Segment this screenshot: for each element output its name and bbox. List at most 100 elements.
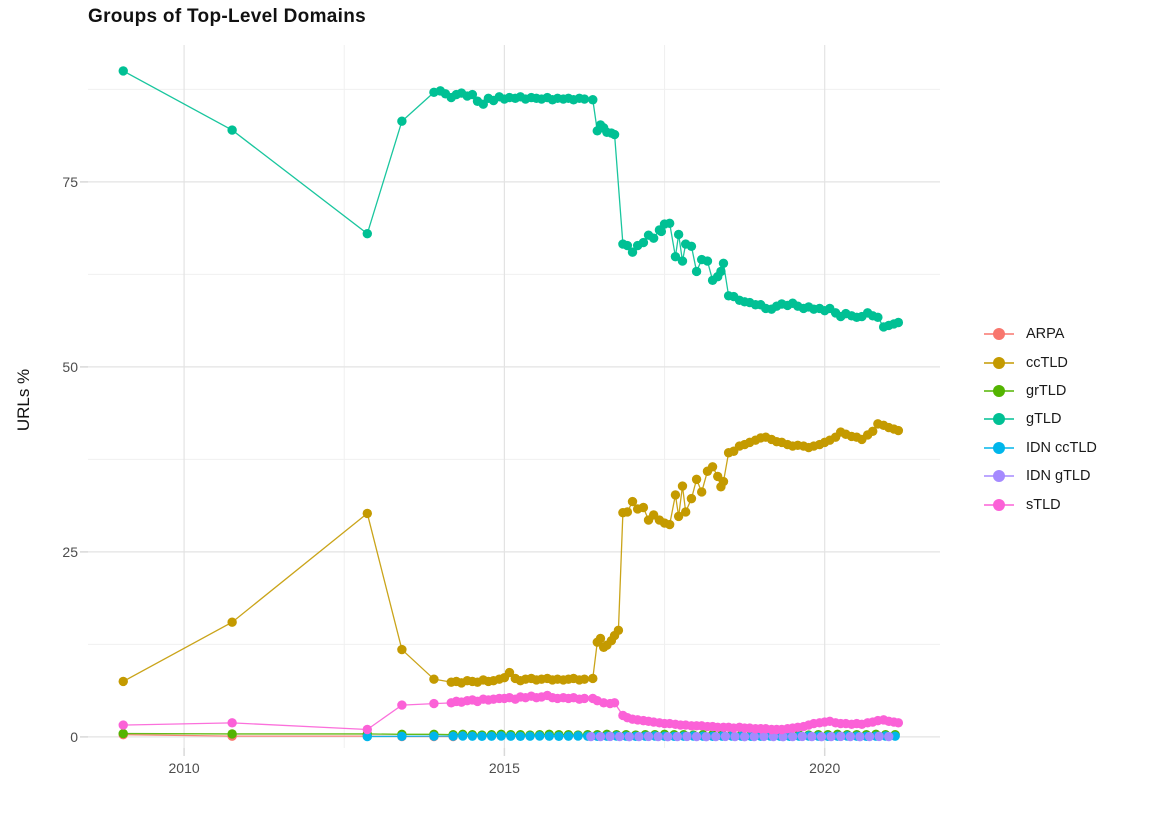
legend-item-cctld: ccTLD	[984, 348, 1097, 376]
data-point	[486, 731, 497, 741]
data-point	[691, 266, 702, 277]
legend-key-icon	[984, 328, 1014, 341]
legend-key-icon	[984, 356, 1014, 369]
y-tick-label: 0	[70, 728, 78, 745]
data-point	[718, 258, 729, 268]
data-point	[554, 731, 564, 742]
legend-item-stld: sTLD	[984, 490, 1097, 518]
data-point	[691, 731, 702, 742]
data-point	[686, 493, 697, 504]
data-point	[663, 731, 673, 742]
legend-label: ccTLD	[1026, 354, 1068, 371]
data-point	[749, 731, 759, 742]
data-point	[579, 693, 590, 704]
data-point	[467, 89, 478, 100]
legend-item-idn-gtld: IDN gTLD	[984, 462, 1097, 490]
data-point	[664, 218, 675, 229]
data-point	[673, 229, 684, 240]
data-point	[429, 698, 439, 709]
data-point	[397, 116, 407, 126]
data-point	[429, 731, 439, 741]
data-point	[614, 731, 625, 742]
data-point	[673, 511, 684, 522]
y-axis-title: URLs %	[14, 368, 33, 432]
data-point	[504, 667, 515, 678]
data-point	[893, 317, 904, 328]
y-tick-label: 50	[62, 358, 78, 375]
data-point	[605, 731, 615, 742]
series-points-gtld	[118, 66, 904, 332]
data-point	[816, 731, 827, 742]
series-line-gtld	[122, 70, 899, 328]
data-point	[515, 731, 526, 742]
data-point	[227, 729, 237, 739]
data-point	[588, 95, 598, 105]
data-point	[677, 256, 688, 266]
data-point	[670, 251, 681, 262]
data-point	[873, 312, 883, 323]
data-point	[716, 266, 726, 277]
x-tick-label: 2010	[168, 760, 200, 776]
data-point	[563, 731, 574, 741]
data-point	[496, 731, 506, 741]
data-point	[739, 731, 750, 742]
series-points-stld	[118, 690, 904, 735]
data-point	[118, 728, 128, 739]
data-point	[362, 724, 373, 735]
data-point	[595, 731, 606, 742]
data-point	[893, 425, 904, 436]
data-point	[362, 508, 373, 519]
data-point	[227, 125, 237, 135]
data-point	[397, 731, 407, 742]
data-point	[429, 674, 439, 684]
legend-key-icon	[984, 470, 1014, 483]
data-point	[613, 625, 624, 636]
data-point	[787, 731, 798, 742]
data-point	[656, 226, 667, 237]
legend-key-icon	[984, 384, 1014, 397]
data-point	[836, 731, 846, 742]
data-point	[845, 731, 856, 742]
legend: ARPA ccTLD grTLD gTLD IDN ccTLD IDN gTLD sTLD	[984, 320, 1097, 519]
data-point	[672, 731, 683, 742]
data-point	[868, 426, 878, 436]
data-point	[362, 229, 373, 239]
legend-item-idn-cctld: IDN ccTLD	[984, 434, 1097, 462]
legend-item-grtld: grTLD	[984, 377, 1097, 405]
data-point	[855, 731, 865, 742]
legend-key-icon	[984, 413, 1014, 426]
data-point	[720, 731, 731, 742]
data-point	[627, 496, 638, 507]
legend-item-arpa: ARPA	[984, 320, 1097, 348]
data-point	[680, 507, 691, 517]
data-point	[778, 731, 788, 742]
series-points-cctld	[118, 419, 904, 688]
data-point	[477, 731, 487, 742]
data-point	[759, 731, 769, 742]
data-point	[397, 644, 407, 655]
legend-label: ARPA	[1026, 326, 1065, 343]
data-point	[588, 673, 598, 684]
data-point	[458, 731, 468, 741]
data-point	[506, 731, 516, 741]
data-point	[797, 731, 807, 742]
chart-title: Groups of Top-Level Domains	[88, 6, 366, 27]
data-point	[701, 731, 711, 742]
data-point	[864, 731, 875, 742]
data-point	[227, 718, 237, 728]
data-point	[718, 476, 729, 487]
data-point	[624, 731, 635, 742]
data-point	[826, 731, 836, 742]
data-point	[893, 718, 904, 728]
data-point	[448, 731, 458, 741]
data-point	[807, 731, 817, 742]
data-point	[686, 241, 697, 251]
data-point	[397, 700, 407, 710]
data-point	[664, 519, 675, 530]
data-point	[118, 720, 128, 730]
data-point	[525, 731, 535, 741]
data-point	[884, 731, 894, 742]
series-points-idn-gtld	[586, 731, 894, 742]
